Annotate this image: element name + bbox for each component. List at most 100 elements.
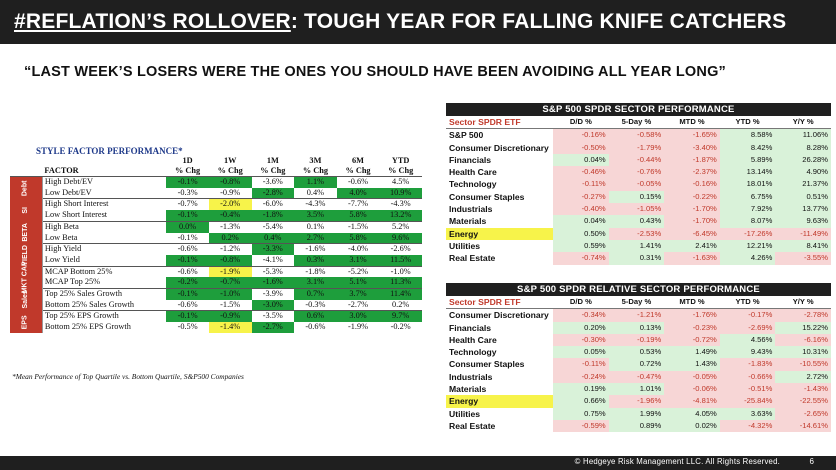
factor-value: -1.5%: [336, 220, 380, 233]
sector-name: Utilities: [449, 240, 481, 251]
sector-value: 11.06%: [775, 128, 831, 142]
group-label: EPS: [10, 310, 43, 333]
sector-value: -2.69%: [719, 321, 776, 334]
factor-value: 11.4%: [379, 288, 422, 300]
sector-value: 26.28%: [775, 153, 831, 167]
sector-row: Consumer Staples -0.11% 0.72% 1.43% -1.83% -1…: [446, 358, 831, 371]
sector-value: -2.53%: [608, 227, 665, 240]
title-bar: #REFLATION’S ROLLOVER: TOUGH YEAR FOR FA…: [0, 0, 836, 44]
sector-row: S&P 500 -0.16% -0.58% -1.65% 8.58% 11.06%: [446, 128, 831, 142]
sector-value: 4.26%: [719, 252, 776, 265]
factor-value: -0.8%: [208, 254, 252, 267]
factor-value: -2.8%: [251, 187, 295, 199]
factor-name: MCAP Bottom 25%: [41, 265, 167, 278]
factor-name: High Beta: [41, 220, 167, 233]
sector-value: -0.22%: [664, 190, 720, 204]
sector-name: Consumer Staples: [449, 359, 525, 370]
sector-value: 0.02%: [664, 419, 720, 433]
factor-value: -4.3%: [294, 198, 337, 211]
factor-value: -2.7%: [251, 322, 295, 333]
factor-value: 3.5%: [294, 210, 337, 222]
factor-value: 0.6%: [294, 310, 337, 323]
column-header: MTD %: [664, 116, 720, 130]
factor-value: 0.2%: [208, 232, 252, 244]
header-spacer: [10, 166, 43, 177]
factor-value: -0.1%: [166, 310, 209, 323]
factor-row: BETA High Beta 0.0% -1.3% -5.4% 0.1% -1.5% 5.2%: [10, 220, 422, 244]
sector-value: 0.20%: [553, 321, 609, 334]
factor-value: 11.3%: [379, 277, 422, 289]
header-row-labels: FACTOR% Chg% Chg% Chg% Chg% Chg% Chg: [10, 166, 422, 177]
factor-value: 4.5%: [379, 175, 422, 188]
sector-value: -0.47%: [608, 370, 665, 384]
sector-name: Materials: [449, 216, 487, 227]
column-header: Sector SPDR ETF: [446, 296, 554, 310]
sector-value: -0.11%: [553, 358, 609, 371]
factor-value: 1.1%: [294, 175, 337, 188]
column-header: Y/Y %: [775, 296, 831, 310]
sector-value: -0.46%: [553, 166, 609, 179]
sector-value: 12.21%: [719, 239, 776, 253]
factor-value: -0.4%: [208, 210, 252, 222]
sector-value: -0.58%: [608, 128, 665, 142]
relative-performance-table: Sector SPDR ETF D/D % 5-Day % MTD % YTD % Y/Y…: [446, 296, 831, 433]
sector-row: Consumer Staples -0.27% 0.15% -0.22% 6.75% 0.…: [446, 190, 831, 204]
sector-value: -1.83%: [719, 358, 776, 371]
factor-value: -0.1%: [177, 232, 198, 242]
sector-value: 8.42%: [719, 141, 776, 154]
group-label-text: BETA: [21, 223, 29, 242]
factor-row: Debt High Debt/EV -0.1% -0.8% -3.6% 1.1% -0.6%…: [10, 175, 422, 199]
factor-row: Low Short Interest -0.1% -0.4% -1.8% 3.5% 5.8…: [10, 210, 422, 222]
factor-value: -0.2%: [390, 322, 411, 332]
sector-name: Technology: [449, 347, 497, 358]
factor-row: SI High Short Interest -0.7% -2.0% -6.0% -4.3…: [10, 198, 422, 222]
factor-value: -3.0%: [251, 299, 295, 311]
sector-value: -25.84%: [719, 395, 776, 408]
sector-value: 0.43%: [608, 215, 665, 228]
sector-value: 4.90%: [775, 166, 831, 179]
sector-value: 9.63%: [775, 215, 831, 228]
sector-value: -22.55%: [775, 395, 831, 408]
factor-value: 2.7%: [294, 232, 337, 244]
sector-value: -0.66%: [719, 370, 776, 384]
sector-row: Utilities 0.75% 1.99% 4.05% 3.63% -2.65%: [446, 407, 831, 420]
sector-value: 0.50%: [553, 227, 609, 240]
factor-value: -0.6%: [305, 322, 326, 332]
sector-row: Consumer Discretionary -0.50% -1.79% -3.40%…: [446, 141, 831, 154]
factor-value: 3.1%: [336, 254, 380, 267]
chg-header: % Chg: [208, 166, 252, 177]
sector-value: -3.40%: [664, 141, 720, 154]
factor-value: -0.7%: [208, 277, 252, 289]
sector-value: 10.31%: [775, 346, 831, 359]
factor-value: 3.7%: [336, 288, 380, 300]
sector-performance-title: S&P 500 SPDR SECTOR PERFORMANCE: [446, 103, 831, 116]
sector-value: -3.55%: [775, 252, 831, 265]
sector-value: -1.70%: [664, 215, 720, 228]
sector-performance-panel: S&P 500 SPDR SECTOR PERFORMANCE Sector S…: [446, 103, 831, 265]
factor-value: -0.8%: [208, 175, 252, 188]
factor-name: High Debt/EV: [41, 175, 167, 188]
factor-value: 0.2%: [392, 299, 410, 309]
factor-value: -1.2%: [208, 243, 252, 255]
factor-value: -1.6%: [251, 277, 295, 289]
sector-row: Energy 0.66% -1.96% -4.81% -25.84% -22.55%: [446, 395, 831, 408]
factor-row: YIELD High Yield -0.6% -1.2% -3.3% -1.6% -4.0%…: [10, 243, 422, 267]
factor-value: 5.1%: [336, 277, 380, 289]
factor-value: 5.2%: [379, 220, 422, 233]
sector-name: Technology: [449, 179, 497, 190]
sector-name: Real Estate: [449, 253, 496, 264]
sector-value: 8.07%: [719, 215, 776, 228]
factor-value: -4.3%: [379, 198, 422, 211]
sector-value: 21.37%: [775, 178, 831, 191]
sector-row: Health Care -0.46% -0.76% -2.37% 13.14% 4.90%: [446, 166, 831, 179]
sector-value: -4.32%: [719, 419, 776, 433]
factor-value: 0.0%: [166, 220, 209, 233]
sector-value: -0.72%: [664, 333, 720, 347]
sector-value: 6.75%: [719, 190, 776, 204]
sector-value: 8.28%: [775, 141, 831, 154]
sector-value: -0.59%: [553, 419, 609, 433]
factor-value: 4.0%: [336, 187, 380, 199]
sector-value: 2.41%: [664, 239, 720, 253]
factor-value: 3.0%: [336, 310, 380, 323]
factor-value: -0.1%: [166, 288, 209, 300]
